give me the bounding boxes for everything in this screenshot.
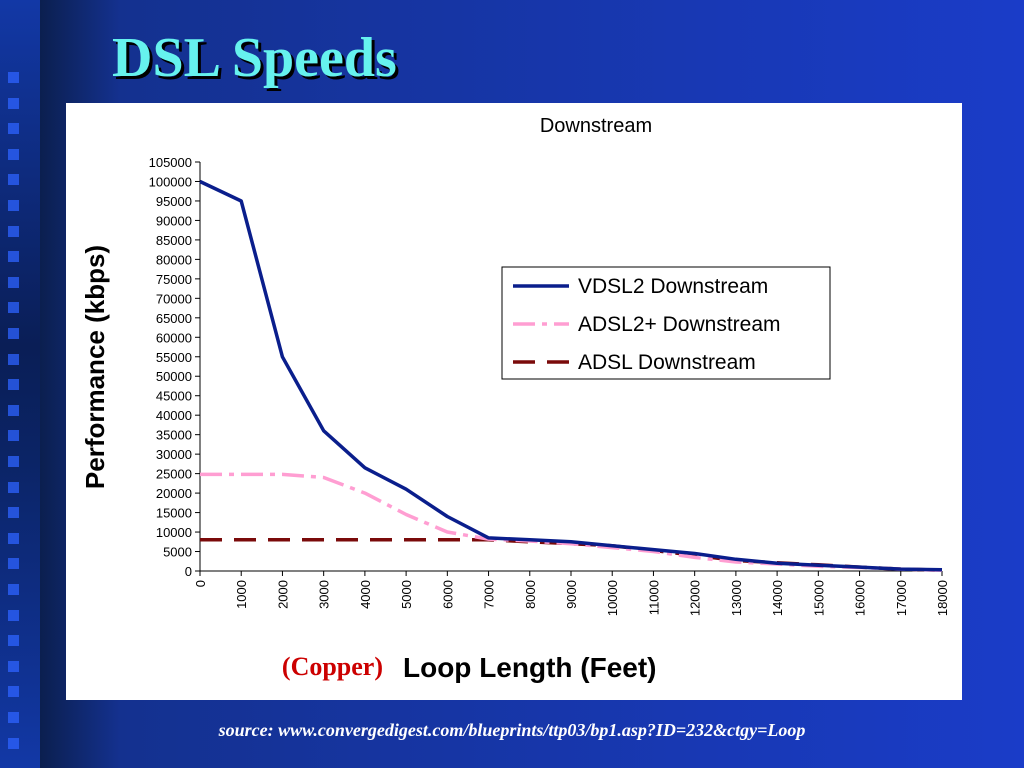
- x-tick-label: 9000: [564, 580, 579, 609]
- y-tick-label: 80000: [156, 252, 192, 267]
- decorative-square-column: [0, 0, 40, 768]
- decorative-square: [8, 686, 19, 698]
- decorative-square: [8, 584, 19, 595]
- y-tick-label: 55000: [156, 350, 192, 365]
- x-tick-label: 1000: [234, 580, 249, 609]
- decorative-square: [8, 302, 19, 314]
- y-tick-label: 50000: [156, 369, 192, 384]
- chart-title: Downstream: [540, 115, 652, 137]
- decorative-square: [8, 430, 19, 442]
- x-tick-label: 10000: [605, 580, 620, 616]
- slide-title: DSL Speeds: [112, 27, 397, 89]
- y-tick-label: 30000: [156, 447, 192, 462]
- x-tick-label: 12000: [688, 580, 703, 616]
- decorative-square: [8, 660, 19, 672]
- decorative-square: [8, 456, 19, 467]
- y-tick-label: 95000: [156, 194, 192, 209]
- decorative-square: [8, 532, 19, 544]
- decorative-square: [8, 148, 19, 160]
- x-tick-label: 11000: [646, 580, 661, 615]
- y-tick-label: 0: [185, 564, 192, 579]
- legend-label-1: ADSL2+ Downstream: [578, 313, 781, 336]
- y-tick-label: 90000: [156, 213, 192, 228]
- downstream-chart: Downstream 05000100001500020000250003000…: [80, 115, 950, 683]
- y-tick-label: 105000: [149, 155, 192, 170]
- chart-panel: Downstream 0 5000 10000 15000 20000 25000 3000…: [66, 103, 962, 700]
- decorative-square: [8, 481, 19, 493]
- decorative-square: [8, 123, 19, 135]
- x-axis-label: Loop Length (Feet): [403, 652, 657, 683]
- series-line-1: [200, 472, 943, 572]
- decorative-square: [8, 404, 19, 416]
- x-tick-label: 18000: [935, 580, 950, 616]
- y-tick-label: 60000: [156, 330, 192, 345]
- y-axis-label: Performance (kbps): [80, 245, 110, 489]
- series-line-0: [199, 179, 943, 572]
- x-tick-label: 3000: [317, 580, 332, 609]
- decorative-square: [8, 251, 19, 263]
- decorative-square: [8, 558, 19, 570]
- decorative-square: [8, 174, 19, 186]
- decorative-square: [8, 737, 19, 749]
- decorative-square: [8, 712, 19, 723]
- decorative-square: [8, 507, 19, 519]
- x-tick-label: 2000: [275, 580, 290, 609]
- x-tick-label: 15000: [811, 580, 826, 616]
- x-tick-label: 7000: [482, 580, 497, 609]
- y-axis-ticks: 0 5000 10000 15000 20000 25000 30000 35000 40000…: [149, 155, 200, 579]
- decorative-square: [8, 225, 19, 237]
- y-tick-label: 85000: [156, 233, 192, 248]
- decorative-square: [8, 97, 19, 109]
- x-tick-label: 0: [193, 580, 208, 587]
- decorative-square: [8, 328, 19, 339]
- source-note: source: www.convergedigest.com/blueprint…: [218, 720, 806, 740]
- y-tick-label: 100000: [149, 174, 192, 189]
- y-tick-label: 5000: [163, 545, 192, 560]
- legend-label-0: VDSL2 Downstream: [578, 275, 768, 298]
- x-tick-label: 4000: [358, 580, 373, 609]
- x-tick-label: 5000: [399, 580, 414, 609]
- decorative-square: [8, 72, 19, 83]
- y-tick-label: 15000: [156, 506, 192, 521]
- y-tick-label: 45000: [156, 389, 192, 404]
- series-lines: [199, 179, 943, 572]
- x-tick-label: 8000: [523, 580, 538, 609]
- decorative-square: [8, 635, 19, 647]
- legend-label-2: ADSL Downstream: [578, 351, 756, 374]
- x-tick-label: 17000: [894, 580, 909, 616]
- y-tick-label: 35000: [156, 428, 192, 443]
- decorative-square: [8, 379, 19, 391]
- x-tick-label: 14000: [770, 580, 785, 616]
- x-axis-ticks: 0 1000 2000 3000 4000 5000 6000 7000 8000 9000 100…: [193, 571, 950, 616]
- x-tick-label: 6000: [440, 580, 455, 609]
- decorative-square: [8, 609, 19, 621]
- y-tick-label: 70000: [156, 291, 192, 306]
- y-tick-label: 65000: [156, 311, 192, 326]
- y-tick-label: 75000: [156, 272, 192, 287]
- decorative-square: [8, 353, 19, 365]
- y-tick-label: 10000: [156, 525, 192, 540]
- y-tick-label: 25000: [156, 467, 192, 482]
- decorative-square: [8, 276, 19, 288]
- decorative-square: [8, 200, 19, 211]
- chart-legend: VDSL2 Downstream ADSL2+ Downstream ADSL Do…: [501, 266, 831, 380]
- x-tick-label: 16000: [853, 580, 868, 616]
- copper-label: (Copper): [282, 652, 383, 681]
- y-tick-label: 40000: [156, 408, 192, 423]
- x-tick-label: 13000: [729, 580, 744, 616]
- y-tick-label: 20000: [156, 486, 192, 501]
